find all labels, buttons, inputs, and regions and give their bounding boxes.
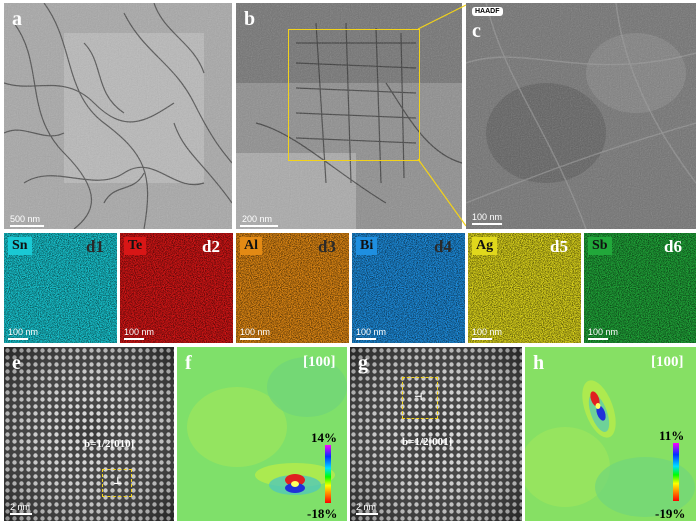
panel-label-d4: d4	[434, 237, 452, 256]
zone-axis-f: [100]	[303, 354, 336, 370]
panel-label-d1: d1	[86, 237, 104, 256]
scale-bar-d3	[240, 338, 260, 340]
scale-bar-d4	[356, 338, 376, 340]
strain-colorbar-f	[325, 445, 331, 503]
element-tag-te: Te	[124, 237, 147, 255]
panel-label-h: h	[533, 352, 545, 374]
panel-label-d5: d5	[550, 237, 568, 256]
scale-bar-a	[10, 225, 44, 227]
panel-label-b: b	[244, 8, 256, 30]
panel-e-atomic-image: e b=1/2[010] ⊥ 2 nm	[4, 347, 174, 521]
burgers-circuit-e	[102, 469, 132, 497]
panel-h-strain-map: h [100] 11% -19%	[525, 347, 696, 521]
scale-bar-label-d2: 100 nm	[124, 327, 155, 337]
scale-bar-d6	[588, 338, 608, 340]
dislocation-symbol-e: ⊥	[113, 476, 123, 487]
panel-d4-bi-map: Bi d4 100 nm	[352, 233, 465, 343]
dislocation-symbol-g: ⊣	[414, 392, 423, 403]
zoom-region-box	[288, 29, 420, 161]
scale-bar-label-d4: 100 nm	[356, 327, 387, 337]
panel-label-a: a	[12, 8, 22, 30]
panel-c-haadf-image: HAADF c 100 nm	[466, 3, 696, 229]
burgers-vector-g: b=1/2[001]	[402, 436, 453, 448]
burgers-vector-e: b=1/2[010]	[84, 438, 135, 450]
scale-bar-label-d3: 100 nm	[240, 327, 271, 337]
panel-d2-te-map: Te d2 100 nm	[120, 233, 233, 343]
zone-axis-h: [100]	[651, 354, 684, 370]
scale-bar-g	[356, 513, 378, 515]
haadf-tag: HAADF	[472, 7, 503, 16]
scale-bar-b	[240, 225, 278, 227]
panel-b-tem-image: b 200 nm	[236, 3, 462, 229]
panel-label-d3: d3	[318, 237, 336, 256]
panel-label-g: g	[358, 352, 368, 374]
panel-label-e: e	[12, 352, 21, 374]
element-tag-al: Al	[240, 237, 262, 255]
panel-g-atomic-image: g ⊣ b=1/2[001] 2 nm	[350, 347, 522, 521]
scale-bar-e	[10, 513, 32, 515]
strain-max-f: 14%	[311, 430, 337, 445]
strain-min-f: -18%	[307, 506, 338, 521]
strain-min-h: -19%	[655, 506, 686, 521]
scale-bar-label-e: 2 nm	[10, 502, 31, 512]
panel-label-f: f	[185, 352, 192, 374]
panel-d3-al-map: Al d3 100 nm	[236, 233, 349, 343]
scale-bar-label-d5: 100 nm	[472, 327, 503, 337]
panel-a-tem-image: a 500 nm	[4, 3, 232, 229]
panel-label-d2: d2	[202, 237, 220, 256]
scale-bar-d5	[472, 338, 492, 340]
scale-bar-c	[472, 223, 502, 225]
strain-max-h: 11%	[659, 428, 685, 443]
element-tag-ag: Ag	[472, 237, 498, 255]
scale-bar-label-a: 500 nm	[10, 214, 41, 224]
panel-d5-ag-map: Ag d5 100 nm	[468, 233, 581, 343]
panel-d1-sn-map: Sn d1 100 nm	[4, 233, 117, 343]
scale-bar-label-c: 100 nm	[472, 212, 503, 222]
panel-f-strain-map: f [100] 14% -18%	[177, 347, 347, 521]
element-tag-sn: Sn	[8, 237, 32, 255]
scale-bar-d2	[124, 338, 144, 340]
element-tag-bi: Bi	[356, 237, 378, 255]
scale-bar-label-b: 200 nm	[242, 214, 273, 224]
scale-bar-label-d1: 100 nm	[8, 327, 39, 337]
scale-bar-label-d6: 100 nm	[588, 327, 619, 337]
burgers-circuit-g	[402, 377, 438, 419]
panel-d6-sb-map: Sb d6 100 nm	[584, 233, 696, 343]
element-tag-sb: Sb	[588, 237, 612, 255]
panel-label-d6: d6	[664, 237, 682, 256]
scale-bar-label-g: 2 nm	[356, 502, 377, 512]
panel-label-c: c	[472, 20, 481, 42]
scale-bar-d1	[8, 338, 28, 340]
strain-colorbar-h	[673, 443, 679, 501]
